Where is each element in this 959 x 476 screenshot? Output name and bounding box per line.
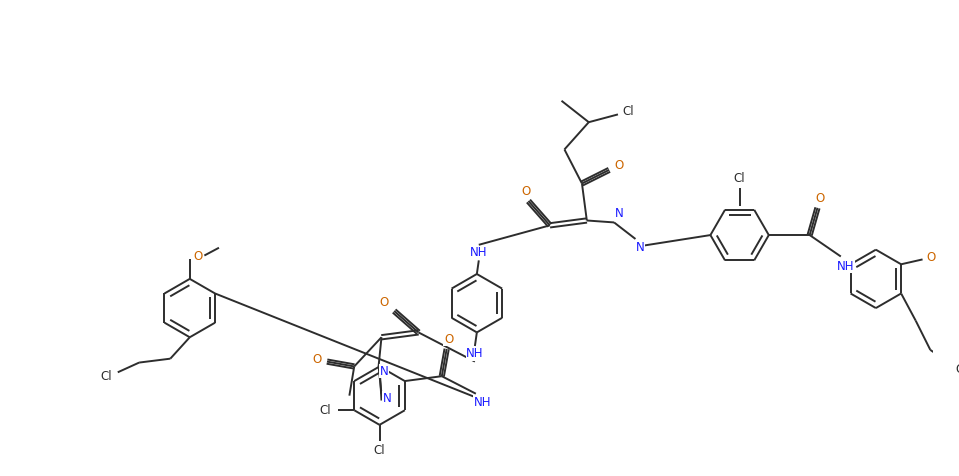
Text: NH: NH [474, 396, 491, 409]
Text: Cl: Cl [621, 105, 634, 118]
Text: O: O [313, 353, 322, 366]
Text: N: N [615, 207, 623, 220]
Text: Cl: Cl [374, 444, 386, 456]
Text: O: O [816, 192, 825, 205]
Text: O: O [522, 185, 531, 198]
Text: O: O [193, 250, 202, 263]
Text: N: N [636, 241, 644, 254]
Text: Cl: Cl [319, 404, 331, 417]
Text: N: N [383, 392, 391, 405]
Text: NH: NH [837, 260, 854, 273]
Text: O: O [615, 159, 623, 171]
Text: Cl: Cl [956, 363, 959, 376]
Text: Cl: Cl [101, 370, 112, 383]
Text: O: O [380, 296, 389, 309]
Text: N: N [380, 365, 388, 378]
Text: Cl: Cl [734, 172, 745, 185]
Text: O: O [926, 251, 936, 264]
Text: O: O [444, 333, 454, 346]
Text: NH: NH [470, 246, 487, 259]
Text: NH: NH [466, 347, 483, 360]
